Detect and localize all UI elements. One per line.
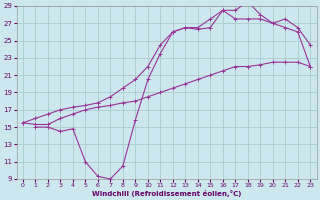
X-axis label: Windchill (Refroidissement éolien,°C): Windchill (Refroidissement éolien,°C) <box>92 190 241 197</box>
